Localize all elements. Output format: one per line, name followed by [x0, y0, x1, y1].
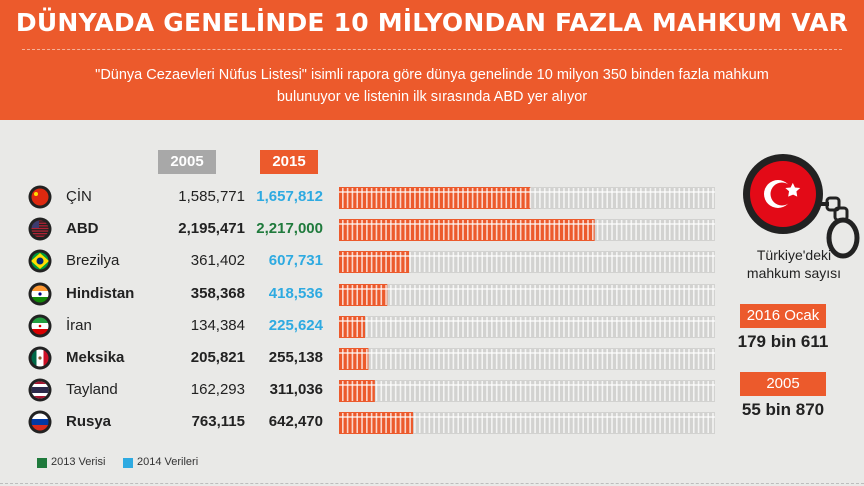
- mexico-flag-icon: [25, 346, 55, 370]
- handcuff-chain-icon: [819, 196, 860, 259]
- turkey-label: Türkiye'deki mahkum sayısı: [746, 247, 842, 281]
- value-2015: 2,217,000: [256, 220, 323, 238]
- value-2005: 205,821: [190, 349, 245, 366]
- country-name: Brezilya: [66, 252, 120, 270]
- column-header-2005: 2005: [158, 150, 216, 174]
- value-2015: 255,138: [268, 349, 323, 366]
- prison-bar: [339, 380, 715, 403]
- table-row: Meksika 205,821 255,138: [0, 343, 864, 373]
- country-name: İran: [66, 316, 92, 334]
- value-2015: 642,470: [268, 413, 323, 431]
- bar-fill: [339, 283, 388, 306]
- brazil-flag-icon: [25, 249, 55, 273]
- value-2015: 225,624: [268, 316, 323, 334]
- prison-bar: [339, 412, 715, 435]
- country-name: Tayland: [66, 381, 118, 399]
- india-flag-icon: [25, 282, 55, 306]
- value-2005: 134,384: [190, 316, 245, 334]
- column-header-2015: 2015: [260, 150, 318, 174]
- header-banner: DÜNYADA GENELİNDE 10 MİLYONDAN FAZLA MAH…: [0, 0, 864, 120]
- header-divider: [22, 49, 842, 50]
- value-2015: 311,036: [269, 381, 323, 399]
- legend-swatch-2013: [37, 458, 47, 468]
- turkey-date-tag-2: 2005: [740, 372, 826, 396]
- table-row: Brezilya 361,402 607,731: [0, 246, 864, 276]
- table-row: Rusya 763,115 642,470: [0, 407, 864, 437]
- prison-bar: [339, 219, 715, 242]
- prison-bar: [339, 348, 715, 370]
- turkey-value-1: 179 bin 611: [737, 332, 829, 351]
- country-name: ABD: [66, 220, 99, 238]
- legend-swatch-2014: [123, 458, 133, 468]
- table-row: Hindistan 358,368 418,536: [0, 279, 864, 309]
- page-title: DÜNYADA GENELİNDE 10 MİLYONDAN FAZLA MAH…: [15, 8, 849, 37]
- prison-bar: [339, 315, 715, 338]
- country-name: Rusya: [66, 413, 112, 431]
- country-name: Hindistan: [66, 284, 135, 302]
- value-2015: 1,657,812: [256, 188, 323, 205]
- value-2005: 162,293: [190, 381, 245, 399]
- russia-flag-icon: [25, 410, 55, 434]
- value-2005: 2,195,471: [178, 220, 245, 238]
- prison-bar: [339, 283, 715, 306]
- value-2005: 358,368: [190, 284, 245, 302]
- page-subtitle: "Dünya Cezaevleri Nüfus Listesi" isimli …: [95, 67, 769, 105]
- turkey-date-tag-1: 2016 Ocak: [740, 304, 826, 328]
- legend-label-2014: 2014 Verileri: [137, 456, 199, 468]
- turkey-handcuff-icon: [741, 152, 825, 236]
- iran-flag-icon: [25, 314, 55, 338]
- country-name: Meksika: [66, 349, 125, 366]
- legend-label-2013: 2013 Verisi: [51, 456, 106, 468]
- turkey-value-2: 55 bin 870: [741, 400, 825, 419]
- china-flag-icon: [25, 185, 55, 209]
- bar-fill: [339, 251, 410, 274]
- country-name: ÇİN: [66, 188, 92, 205]
- prison-bar: [339, 251, 715, 274]
- bar-fill: [339, 219, 595, 242]
- table-row: İran 134,384 225,624: [0, 311, 864, 341]
- value-2005: 763,115: [191, 413, 245, 431]
- bottom-divider: [0, 483, 864, 484]
- table-row: ABD 2,195,471 2,217,000: [0, 214, 864, 244]
- value-2005: 361,402: [190, 252, 245, 270]
- prison-bar: [339, 187, 715, 209]
- value-2015: 418,536: [268, 284, 323, 302]
- table-row: ÇİN 1,585,771 1,657,812: [0, 182, 864, 212]
- thailand-flag-icon: [25, 378, 55, 402]
- usa-flag-icon: [25, 217, 55, 241]
- table-row: Tayland 162,293 311,036: [0, 375, 864, 405]
- value-2015: 607,731: [268, 252, 323, 270]
- value-2005: 1,585,771: [178, 188, 245, 205]
